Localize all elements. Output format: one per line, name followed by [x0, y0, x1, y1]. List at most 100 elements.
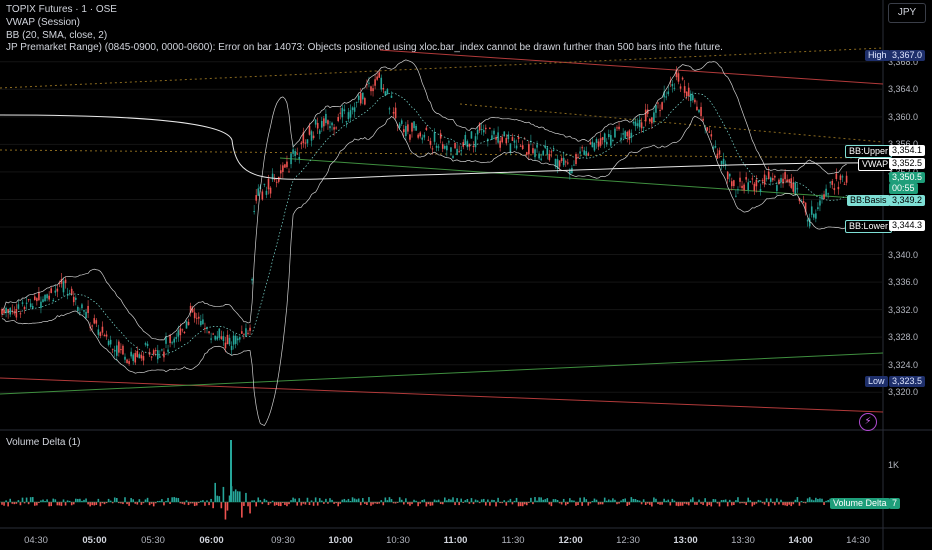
bb-lower-label: BB:Lower [845, 220, 893, 233]
volume-bar [700, 502, 702, 504]
volume-bar [107, 498, 110, 502]
candle-body [66, 293, 69, 296]
candle-body [595, 139, 598, 143]
candle-body [544, 145, 547, 149]
volume-bar [823, 502, 825, 505]
lightning-icon[interactable]: ⚡ [859, 413, 877, 431]
volume-bar [544, 499, 547, 502]
volume-bar [577, 502, 579, 506]
candle-body [234, 335, 237, 344]
volume-bar [366, 502, 368, 505]
currency-button[interactable]: JPY [888, 3, 926, 23]
candle-body [612, 140, 614, 142]
volume-bar [230, 486, 233, 502]
high-value: 3,367.0 [889, 50, 926, 61]
volume-bar [226, 502, 229, 511]
volume-bar [5, 500, 7, 502]
candle-body [597, 141, 600, 147]
volume-bar [183, 502, 186, 505]
volume-bar [526, 502, 528, 506]
volume-bar [747, 497, 749, 502]
candle-body [833, 188, 836, 191]
candle-body [191, 308, 194, 313]
volume-bar [513, 500, 516, 502]
candle-body [728, 173, 731, 177]
candle-body [9, 308, 11, 315]
volume-bar [191, 502, 194, 504]
volume-bar [351, 497, 354, 502]
candle-body [23, 306, 26, 310]
candle-body [189, 305, 192, 313]
volume-bar [111, 502, 114, 504]
volume-bar [800, 500, 803, 502]
volume-bar [42, 499, 44, 502]
volume-bar [97, 498, 100, 502]
candle-body [97, 329, 100, 335]
candle-body [75, 297, 77, 300]
candle-body [677, 73, 680, 82]
volume-bar [38, 502, 40, 504]
volume-bar [708, 502, 711, 505]
range-line [0, 377, 884, 413]
volume-bar [163, 502, 165, 506]
candle-body [624, 131, 626, 139]
volume-bar [251, 500, 253, 502]
candle-body [782, 178, 784, 184]
volume-bar [364, 502, 366, 504]
volume-bar [331, 499, 333, 502]
candle-body [368, 82, 370, 84]
candle-body [257, 188, 260, 196]
volume-bar [68, 500, 71, 502]
volume-bar [642, 499, 645, 502]
volume-bar [815, 497, 817, 502]
candle-body [175, 337, 178, 339]
volume-bar [152, 502, 155, 507]
volume-bar [161, 499, 163, 502]
candle-body [409, 134, 411, 140]
candle-body [579, 151, 581, 154]
symbol-title[interactable]: TOPIX Futures · 1 · OSE [6, 4, 117, 15]
candle-body [794, 182, 797, 194]
candle-body [513, 140, 516, 143]
volume-bar [255, 502, 257, 507]
candle-body [109, 339, 112, 345]
candle-body [136, 350, 139, 358]
volume-bar [605, 500, 608, 502]
candle-body [499, 140, 501, 148]
volume-bar [528, 502, 530, 503]
candle-body [817, 207, 819, 210]
candle-body [749, 181, 752, 183]
candle-body [634, 121, 637, 127]
volume-bar [19, 502, 22, 506]
volume-bar [636, 500, 639, 502]
volume-bar [241, 502, 243, 518]
candle-body [618, 126, 620, 130]
candle-body [321, 120, 323, 128]
candle-body [325, 113, 327, 124]
candle-body [318, 130, 321, 134]
candle-body [359, 93, 362, 104]
volume-bar [808, 497, 811, 502]
candle-body [154, 350, 157, 352]
volume-bar [286, 502, 288, 507]
vwap-value: 3,352.5 [889, 158, 926, 169]
candle-body [681, 77, 684, 80]
candle-body [411, 122, 413, 132]
candles [1, 66, 848, 366]
volume-bar [560, 502, 563, 505]
premarket-range-error[interactable]: JP Premarket Range) (0845-0900, 0000-060… [6, 42, 723, 53]
candle-body [282, 165, 284, 173]
vwap-indicator-label[interactable]: VWAP (Session) [6, 17, 80, 28]
candle-body [589, 142, 592, 145]
bb-indicator-label[interactable]: BB (20, SMA, close, 2) [6, 30, 108, 41]
volume-bar [116, 497, 118, 502]
volume-bar [776, 498, 778, 502]
candle-body [280, 170, 282, 174]
candle-body [536, 144, 538, 148]
volume-bar [595, 499, 598, 502]
candle-body [608, 134, 610, 138]
candle-body [753, 183, 756, 191]
volume-bar [759, 500, 762, 502]
volume-pane-title[interactable]: Volume Delta (1) [6, 437, 81, 448]
